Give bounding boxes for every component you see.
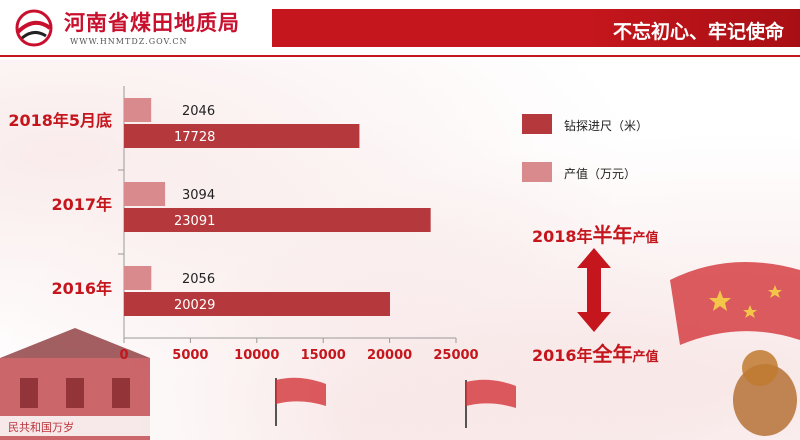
bar-output-2 [124,266,152,290]
comparison-top-suffix: 产值 [632,231,659,246]
legend-swatch-output [522,162,552,182]
bureau-logo-icon [15,9,53,47]
gate-banner-text: 民共和国万岁 [8,420,74,434]
x-tick-label-5: 25000 [433,348,478,363]
red-flag-icon [465,379,516,428]
slogan-band: 不忘初心、牢记使命 [272,9,800,47]
comparison-top-year: 2018年 [532,227,593,246]
x-tick-label-2: 10000 [234,348,279,363]
legend-label-output: 产值（万元） [564,167,637,181]
category-label-0: 2018年5月底 [8,111,112,130]
flag-and-lion-icon [670,262,800,436]
comparison-top-emphasis: 半年 [592,223,633,247]
comparison-bottom-label: 2016年全年产值 [532,338,659,367]
legend-label-drilling: 钻探进尺（米） [564,119,649,133]
x-tick-label-1: 5000 [172,348,208,363]
bar-output-0 [124,98,152,122]
comparison-top-label: 2018年半年产值 [532,219,659,248]
x-tick-label-3: 15000 [301,348,346,363]
bar-drilling-1 [124,208,431,232]
comparison-bottom-year: 2016年 [532,346,593,365]
legend-swatch-drilling [522,114,552,134]
bar-drilling-0 [124,124,360,148]
double-arrow-icon [577,248,611,332]
org-url: WWW.HNMTDZ.GOV.CN [70,37,188,46]
comparison-bottom-emphasis: 全年 [592,342,633,366]
data-label-drilling-2: 20029 [174,298,215,313]
tiananmen-gate-icon: 民共和国万岁 [0,328,150,440]
data-label-output-2: 2056 [182,272,215,287]
bar-drilling-2 [124,292,390,316]
red-flag-icon [275,377,326,426]
slogan-text: 不忘初心、牢记使命 [612,21,784,43]
org-name: 河南省煤田地质局 [64,10,240,35]
category-label-2: 2016年 [51,279,112,298]
x-tick-label-4: 20000 [367,348,412,363]
data-label-drilling-0: 17728 [174,130,215,145]
data-label-output-1: 3094 [182,188,215,203]
category-label-1: 2017年 [51,195,112,214]
header: 河南省煤田地质局 WWW.HNMTDZ.GOV.CN 不忘初心、牢记使命 [0,0,800,60]
bar-output-1 [124,182,166,206]
comparison-bottom-suffix: 产值 [632,350,659,365]
data-label-output-0: 2046 [182,104,215,119]
data-label-drilling-1: 23091 [174,214,215,229]
header-rule [0,55,800,57]
x-tick-label-0: 0 [119,348,128,363]
